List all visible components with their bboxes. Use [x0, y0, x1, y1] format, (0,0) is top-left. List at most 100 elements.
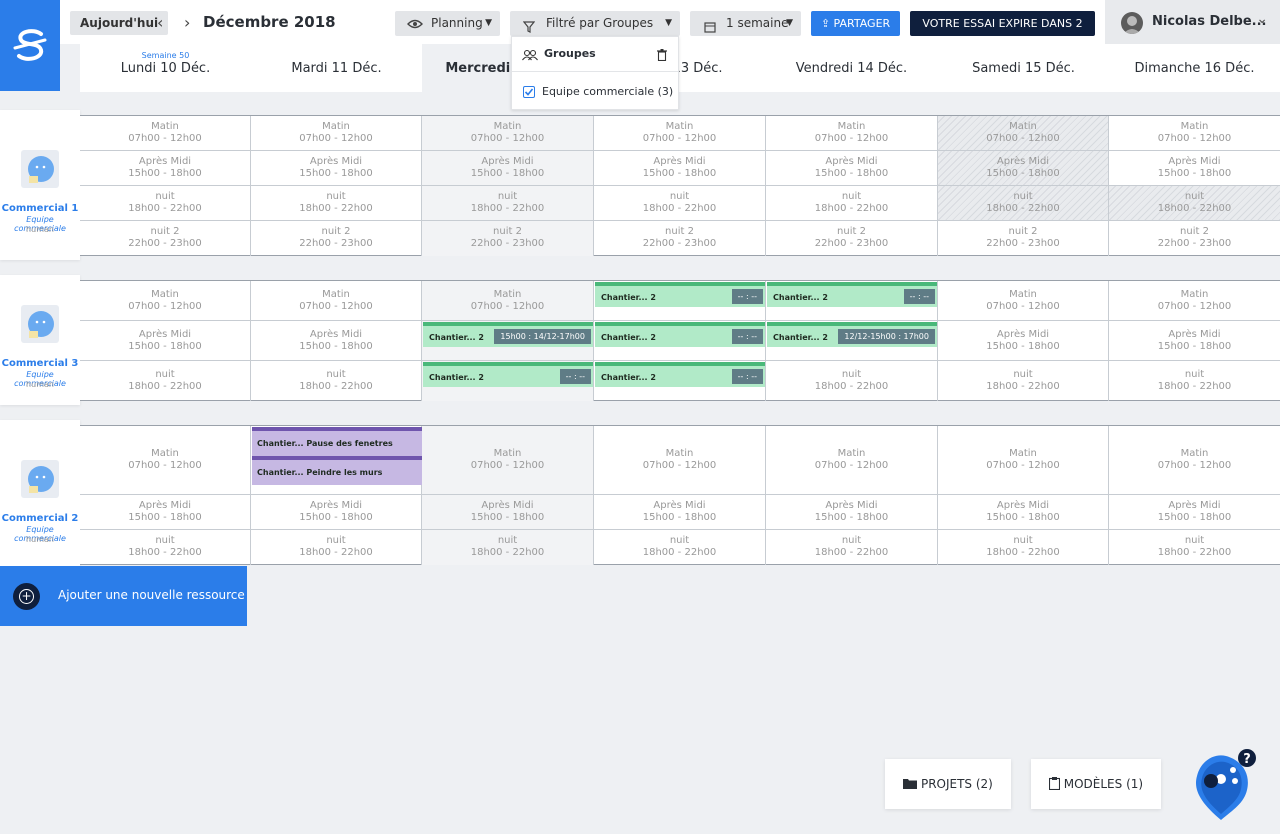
slot-cell[interactable]: Après Midi 15h00 - 18h00: [938, 321, 1109, 361]
slot-cell[interactable]: nuit 18h00 - 22h00: [938, 530, 1109, 565]
slot-cell[interactable]: nuit 18h00 - 22h00: [594, 530, 766, 565]
slot-cell[interactable]: Matin 07h00 - 12h00: [938, 281, 1109, 321]
slot-cell[interactable]: Après Midi 15h00 - 18h00: [80, 151, 251, 186]
slot-cell[interactable]: nuit 18h00 - 22h00: [766, 530, 938, 565]
slot-cell[interactable]: nuit 2 22h00 - 23h00: [938, 221, 1109, 256]
slot-cell[interactable]: nuit 18h00 - 22h00: [80, 530, 251, 565]
slot-cell[interactable]: nuit 2 22h00 - 23h00: [766, 221, 938, 256]
slot-cell[interactable]: Après Midi 15h00 - 18h00: [251, 321, 422, 361]
slot-cell[interactable]: nuit 18h00 - 22h00: [766, 361, 938, 401]
slot-cell[interactable]: nuit 2 22h00 - 23h00: [1109, 221, 1280, 256]
event-block[interactable]: Chantier... 2 -- : --: [423, 362, 593, 387]
day-header-monday[interactable]: Semaine 50 Lundi 10 Déc.: [80, 44, 251, 92]
previous-week-icon[interactable]: ‹: [157, 13, 164, 32]
trial-expiry-button[interactable]: VOTRE ESSAI EXPIRE DANS 2 MOIS: [910, 11, 1095, 55]
app-logo[interactable]: [0, 0, 60, 91]
day-header-sunday[interactable]: Dimanche 16 Déc.: [1109, 44, 1280, 92]
slot-cell[interactable]: nuit 18h00 - 22h00: [80, 361, 251, 401]
slot-cell[interactable]: Après Midi 15h00 - 18h00: [422, 151, 594, 186]
slot-cell[interactable]: [766, 321, 938, 361]
slot-cell[interactable]: nuit 18h00 - 22h00: [594, 186, 766, 221]
slot-cell[interactable]: [594, 361, 766, 401]
slot-cell[interactable]: Après Midi 15h00 - 18h00: [1109, 495, 1280, 530]
event-block[interactable]: Chantier... 2 -- : --: [767, 282, 937, 307]
slot-cell[interactable]: Matin 07h00 - 12h00: [251, 116, 422, 151]
slot-cell[interactable]: nuit 18h00 - 22h00: [422, 530, 594, 565]
slot-cell[interactable]: Matin 07h00 - 12h00: [766, 426, 938, 495]
slot-cell[interactable]: nuit 2 22h00 - 23h00: [251, 221, 422, 256]
trash-icon[interactable]: [657, 46, 667, 65]
slot-cell[interactable]: Après Midi 15h00 - 18h00: [422, 495, 594, 530]
slot-cell[interactable]: Après Midi 15h00 - 18h00: [251, 151, 422, 186]
slot-cell[interactable]: nuit 18h00 - 22h00: [251, 361, 422, 401]
slot-cell[interactable]: Matin 07h00 - 12h00: [422, 116, 594, 151]
slot-cell[interactable]: nuit 18h00 - 22h00: [1109, 361, 1280, 401]
slot-cell[interactable]: nuit 18h00 - 22h00: [766, 186, 938, 221]
slot-cell[interactable]: Après Midi 15h00 - 18h00: [766, 495, 938, 530]
slot-cell[interactable]: Matin 07h00 - 12h00: [766, 116, 938, 151]
slot-cell-unavailable[interactable]: nuit 18h00 - 22h00: [938, 186, 1109, 221]
slot-cell[interactable]: Matin 07h00 - 12h00: [422, 426, 594, 495]
add-resource-button[interactable]: + Ajouter une nouvelle ressource: [0, 566, 247, 626]
event-block[interactable]: Chantier... Peindre les murs: [252, 456, 422, 485]
slot-cell[interactable]: Matin 07h00 - 12h00: [938, 426, 1109, 495]
slot-cell[interactable]: nuit 2 22h00 - 23h00: [80, 221, 251, 256]
resource-card-commercial-3[interactable]: Commercial 3 Equipe commerciale human: [0, 275, 80, 405]
slot-cell[interactable]: Matin 07h00 - 12h00: [251, 281, 422, 321]
event-block[interactable]: Chantier... 2 -- : --: [595, 362, 765, 387]
slot-cell-unavailable[interactable]: nuit 18h00 - 22h00: [1109, 186, 1280, 221]
slot-cell[interactable]: nuit 18h00 - 22h00: [422, 186, 594, 221]
slot-cell[interactable]: Après Midi 15h00 - 18h00: [594, 495, 766, 530]
slot-cell[interactable]: Matin 07h00 - 12h00: [1109, 426, 1280, 495]
event-block[interactable]: Chantier... Pause des fenetres: [252, 427, 422, 456]
range-select[interactable]: 1 semaine ▼: [690, 11, 801, 36]
slot-cell[interactable]: [594, 281, 766, 321]
slot-cell[interactable]: Matin 07h00 - 12h00: [594, 426, 766, 495]
slot-cell[interactable]: Après Midi 15h00 - 18h00: [594, 151, 766, 186]
slot-cell[interactable]: nuit 2 22h00 - 23h00: [422, 221, 594, 256]
slot-cell[interactable]: Après Midi 15h00 - 18h00: [80, 321, 251, 361]
slot-cell[interactable]: Matin 07h00 - 12h00: [594, 116, 766, 151]
slot-cell[interactable]: Après Midi 15h00 - 18h00: [251, 495, 422, 530]
slot-cell[interactable]: nuit 2 22h00 - 23h00: [594, 221, 766, 256]
slot-cell[interactable]: Matin 07h00 - 12h00: [422, 281, 594, 321]
slot-cell[interactable]: nuit 18h00 - 22h00: [251, 186, 422, 221]
projects-button[interactable]: PROJETS (2): [885, 759, 1011, 809]
slot-cell[interactable]: Après Midi 15h00 - 18h00: [938, 495, 1109, 530]
next-week-icon[interactable]: ›: [184, 13, 191, 32]
checkbox-checked-icon[interactable]: [523, 86, 535, 98]
slot-cell[interactable]: Après Midi 15h00 - 18h00: [766, 151, 938, 186]
slot-cell[interactable]: Matin 07h00 - 12h00: [80, 116, 251, 151]
day-header-friday[interactable]: Vendredi 14 Déc.: [766, 44, 937, 92]
slot-cell[interactable]: nuit 18h00 - 22h00: [251, 530, 422, 565]
slot-cell[interactable]: Matin 07h00 - 12h00: [80, 281, 251, 321]
resource-card-commercial-2[interactable]: Commercial 2 Equipe commerciale human: [0, 420, 80, 568]
slot-cell[interactable]: Matin 07h00 - 12h00: [1109, 116, 1280, 151]
share-button[interactable]: ⇪ PARTAGER: [811, 11, 900, 36]
day-header-saturday[interactable]: Samedi 15 Déc.: [938, 44, 1109, 92]
event-block[interactable]: Chantier... 2 12/12-15h00 : 17h00: [767, 322, 937, 347]
slot-cell[interactable]: nuit 18h00 - 22h00: [1109, 530, 1280, 565]
day-header-tuesday[interactable]: Mardi 11 Déc.: [251, 44, 422, 92]
slot-cell[interactable]: nuit 18h00 - 22h00: [938, 361, 1109, 401]
slot-cell[interactable]: Après Midi 15h00 - 18h00: [80, 495, 251, 530]
filter-select[interactable]: Filtré par Groupes ▼: [510, 11, 680, 36]
event-block[interactable]: Chantier... 2 -- : --: [595, 282, 765, 307]
event-block[interactable]: Chantier... 2 -- : --: [595, 322, 765, 347]
slot-cell-unavailable[interactable]: Après Midi 15h00 - 18h00: [938, 151, 1109, 186]
filter-option-label[interactable]: Equipe commerciale (3): [542, 85, 674, 98]
slot-cell[interactable]: Matin 07h00 - 12h00: [80, 426, 251, 495]
user-menu[interactable]: Nicolas Delbe... ⌄: [1105, 0, 1280, 44]
resource-card-commercial-1[interactable]: Commercial 1 Equipe commerciale human: [0, 110, 80, 260]
slot-cell[interactable]: nuit 18h00 - 22h00: [80, 186, 251, 221]
event-block[interactable]: Chantier... 2 15h00 : 14/12-17h00: [423, 322, 593, 347]
models-button[interactable]: MODÈLES (1): [1031, 759, 1161, 809]
slot-cell[interactable]: [594, 321, 766, 361]
slot-cell[interactable]: Après Midi 15h00 - 18h00: [1109, 321, 1280, 361]
help-chat-button[interactable]: ?: [1191, 748, 1261, 823]
slot-cell[interactable]: Matin 07h00 - 12h00: [1109, 281, 1280, 321]
view-select[interactable]: Planning ▼: [395, 11, 500, 36]
slot-cell[interactable]: Après Midi 15h00 - 18h00: [1109, 151, 1280, 186]
today-button[interactable]: Aujourd'hui: [70, 11, 169, 35]
slot-cell-unavailable[interactable]: Matin 07h00 - 12h00: [938, 116, 1109, 151]
